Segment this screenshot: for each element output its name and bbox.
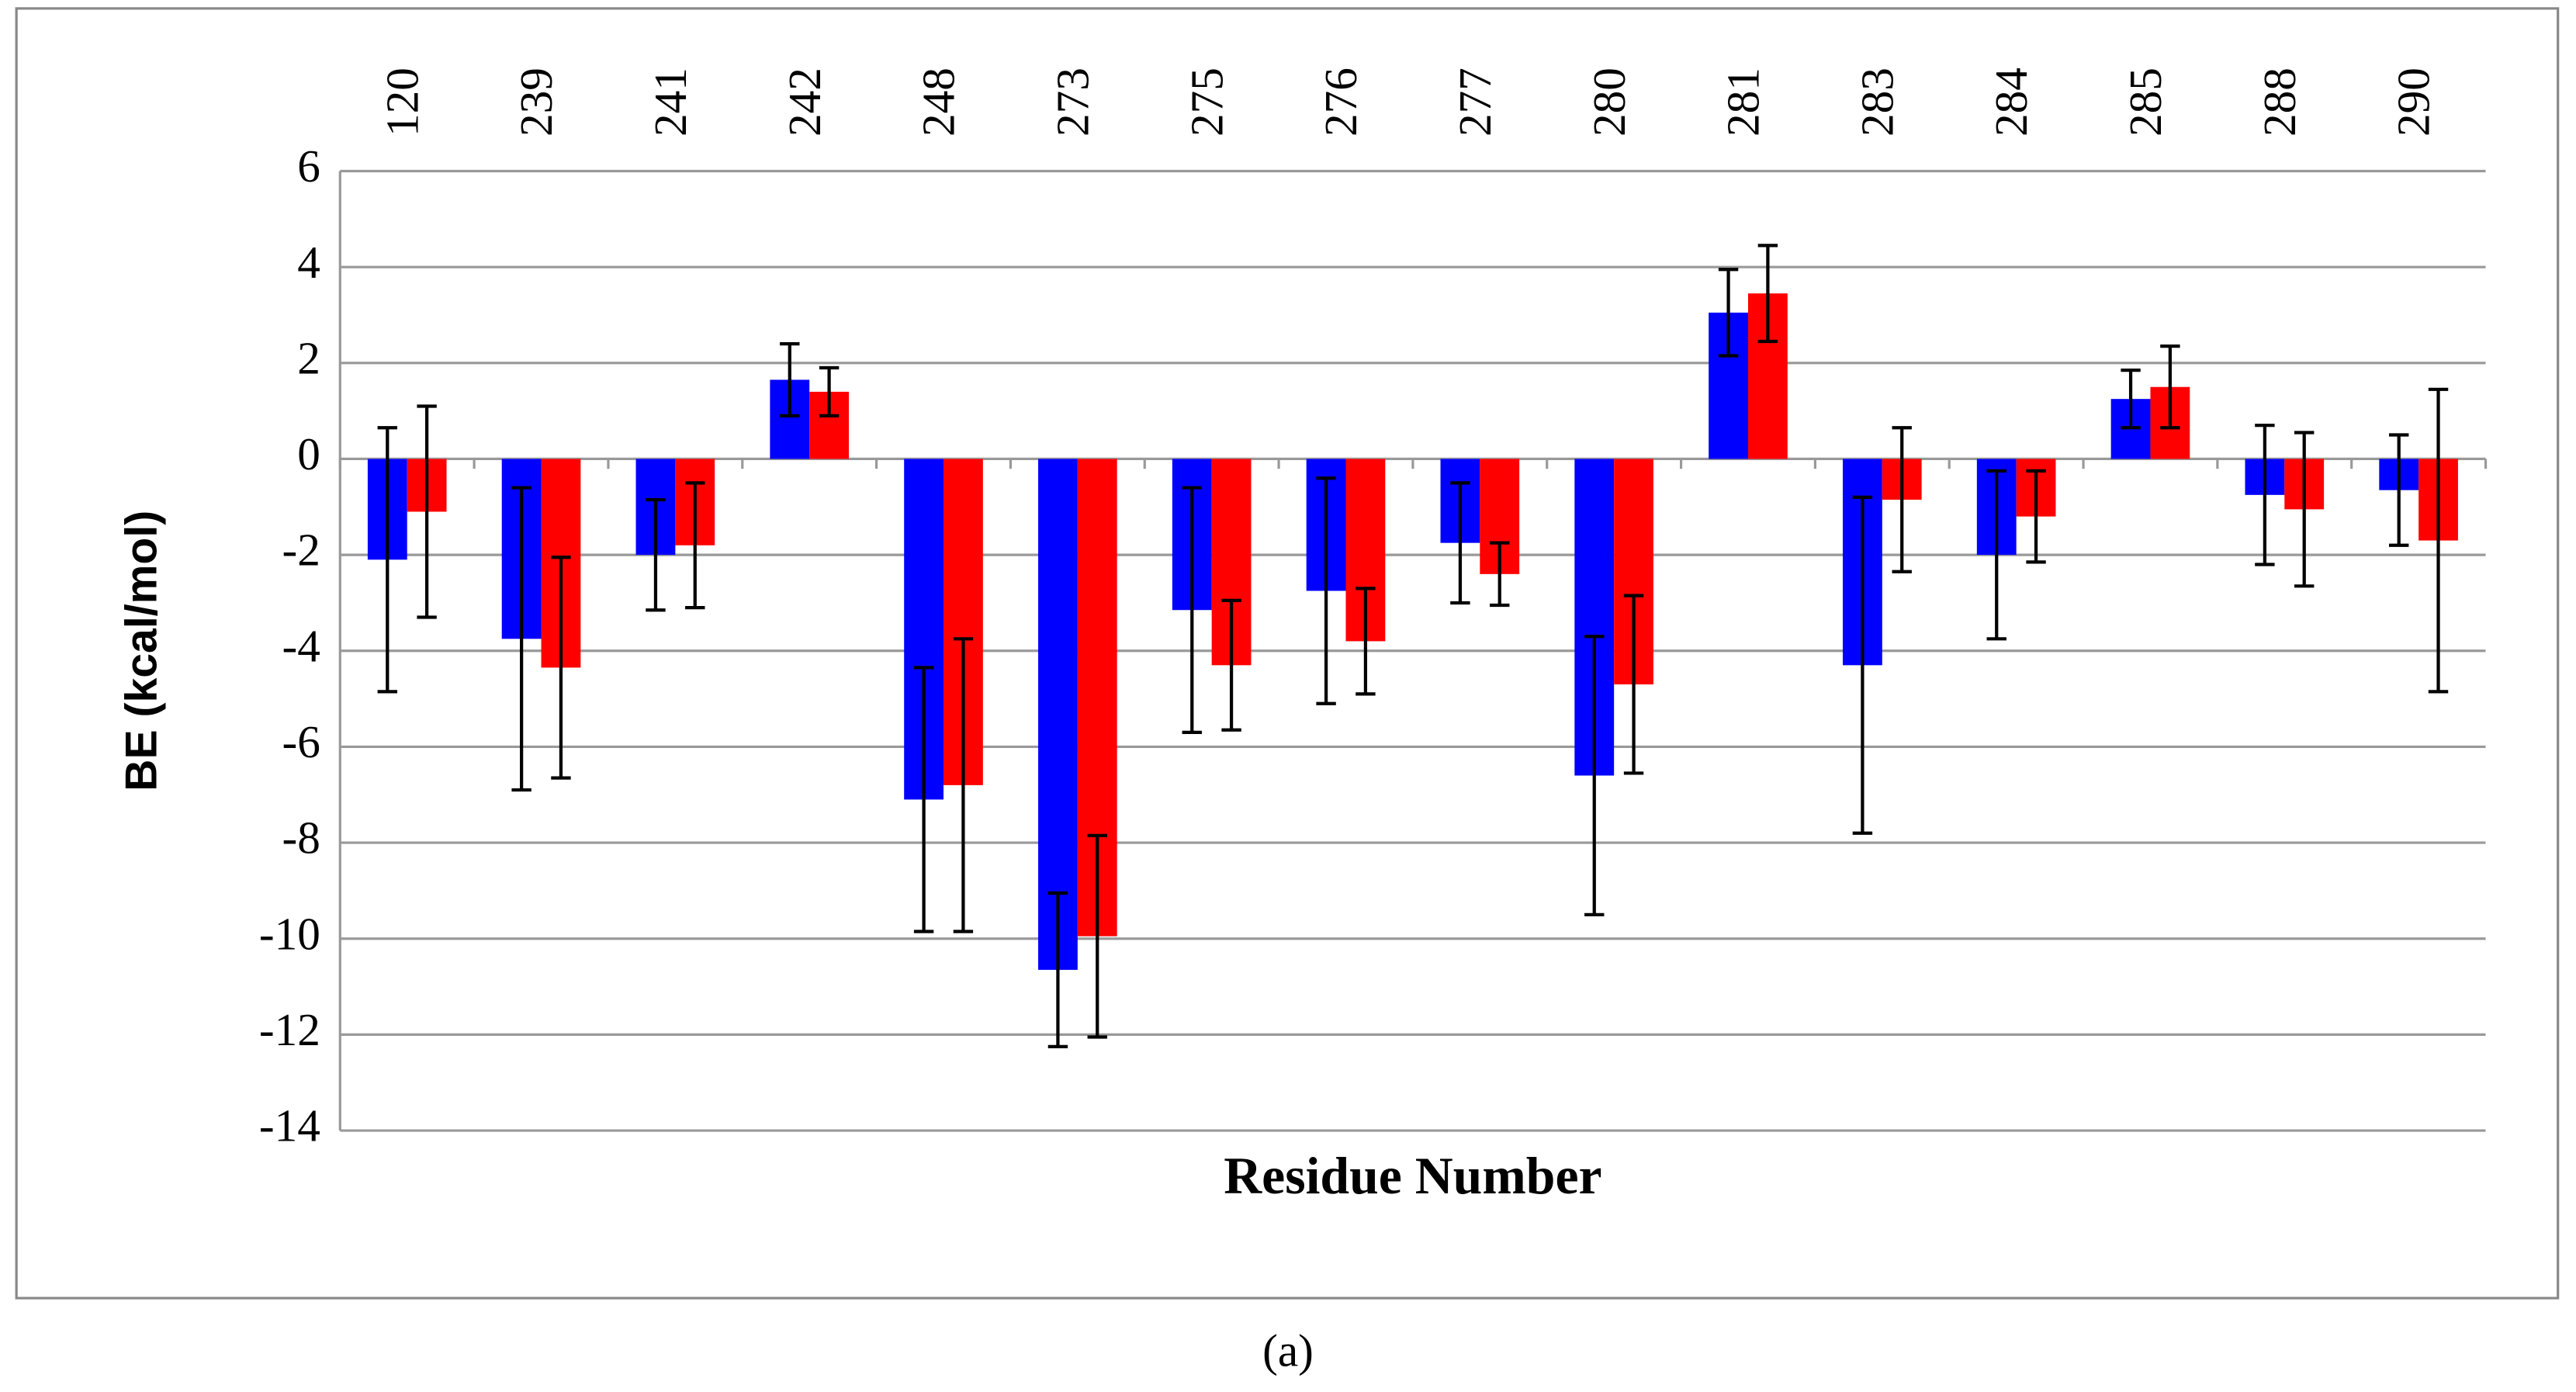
error-bar <box>2428 387 2449 694</box>
error-bar <box>2026 469 2046 564</box>
x-tick-label: 284 <box>1986 68 2037 137</box>
y-tick-label: -10 <box>259 908 320 959</box>
error-bar <box>2255 424 2275 566</box>
y-tick-label: -8 <box>282 812 320 864</box>
y-tick-label: 2 <box>297 332 320 383</box>
error-bar <box>1221 598 1241 732</box>
error-bar <box>1047 891 1068 1048</box>
y-tick-label: 0 <box>297 428 320 480</box>
x-tick-label: 120 <box>376 68 428 137</box>
x-tick-label: 273 <box>1047 68 1098 137</box>
y-tick-label: -12 <box>259 1004 320 1055</box>
x-tick-label: 241 <box>645 68 696 137</box>
error-bar <box>1087 833 1107 1039</box>
chart-frame <box>15 7 2560 1300</box>
error-bar <box>1757 244 1778 344</box>
error-bar <box>780 341 800 417</box>
error-bar <box>1892 426 1912 573</box>
error-bar <box>551 556 571 780</box>
caption: (a) <box>1262 1325 1314 1376</box>
error-bar <box>2294 431 2315 588</box>
x-tick-label: 277 <box>1449 68 1501 137</box>
error-bar <box>1986 469 2006 641</box>
x-tick-label: 281 <box>1718 68 1769 137</box>
y-tick-label: 6 <box>297 140 320 192</box>
x-tick-label: 248 <box>913 68 964 137</box>
error-bar <box>511 486 531 792</box>
x-tick-label: 280 <box>1584 68 1635 137</box>
error-bar <box>1852 495 1873 835</box>
x-axis-label: Residue Number <box>1224 1147 1601 1205</box>
error-bar <box>913 666 934 933</box>
y-axis-label: BE (kcal/mol) <box>116 511 166 791</box>
y-tick-label: -14 <box>259 1100 320 1151</box>
y-tick-label: 4 <box>297 237 320 288</box>
error-bar <box>646 497 666 612</box>
error-bar <box>417 404 437 619</box>
error-bar <box>2121 368 2141 430</box>
error-bar <box>953 637 974 933</box>
error-bar <box>1316 476 1336 705</box>
error-bar <box>1450 481 1470 605</box>
x-tick-label: 276 <box>1315 68 1366 137</box>
x-tick-label: 239 <box>511 68 562 137</box>
error-bar <box>1584 635 1605 916</box>
error-bar <box>1182 486 1202 734</box>
error-bar <box>2389 433 2409 547</box>
x-tick-label: 242 <box>779 68 830 137</box>
error-bar <box>1356 587 1376 696</box>
bar <box>1038 459 1078 970</box>
y-tick-label: -2 <box>282 525 320 576</box>
x-tick-label: 285 <box>2120 68 2171 137</box>
error-bar <box>819 365 840 417</box>
x-tick-label: 283 <box>1851 68 1903 137</box>
x-tick-label: 290 <box>2388 68 2439 137</box>
error-bar <box>1490 541 1510 608</box>
y-tick-label: -4 <box>282 620 320 671</box>
x-tick-label: 288 <box>2254 68 2305 137</box>
error-bar <box>1718 268 1739 358</box>
x-tick-label: 275 <box>1181 68 1232 137</box>
y-tick-label: -6 <box>282 716 320 767</box>
error-bar <box>1623 594 1644 775</box>
error-bar <box>685 481 705 610</box>
error-bar <box>377 426 398 694</box>
error-bar <box>2160 345 2180 430</box>
